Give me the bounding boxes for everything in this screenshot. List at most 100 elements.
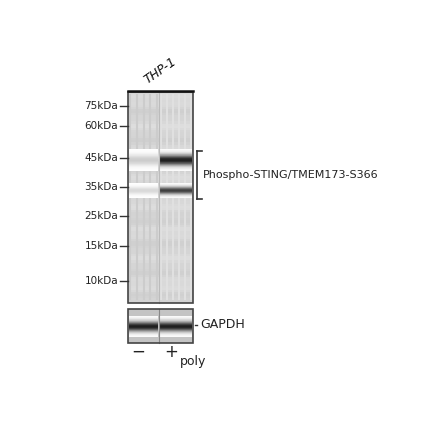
Bar <box>129 334 158 335</box>
Bar <box>128 94 193 97</box>
Bar <box>129 330 158 331</box>
Bar <box>128 145 193 147</box>
Bar <box>128 142 193 145</box>
Bar <box>128 180 193 183</box>
Bar <box>128 170 193 172</box>
Bar <box>160 161 192 162</box>
Bar <box>128 290 193 292</box>
Bar <box>128 298 193 301</box>
Text: −: − <box>132 343 146 361</box>
Bar <box>128 111 193 113</box>
Bar <box>129 334 158 335</box>
Bar <box>160 151 192 152</box>
Bar <box>129 157 158 158</box>
Bar <box>160 316 192 317</box>
Bar <box>128 309 193 343</box>
Bar <box>129 326 158 327</box>
Bar <box>128 260 193 263</box>
Bar <box>129 156 158 157</box>
Bar <box>128 206 193 208</box>
Bar <box>160 164 192 165</box>
Bar <box>128 136 193 138</box>
Bar <box>160 150 192 151</box>
Bar <box>128 96 193 99</box>
Bar <box>128 294 193 296</box>
Bar <box>128 262 193 265</box>
Bar <box>128 134 193 137</box>
Bar <box>129 324 158 325</box>
Bar <box>128 178 193 181</box>
Bar <box>160 169 192 170</box>
Bar <box>128 252 193 254</box>
Bar <box>129 328 158 329</box>
Bar <box>129 324 158 325</box>
Bar <box>160 157 192 158</box>
Bar <box>160 335 192 336</box>
Bar <box>128 123 193 126</box>
Bar <box>129 335 158 336</box>
Bar <box>129 162 158 163</box>
Bar <box>160 160 192 161</box>
Bar <box>129 322 158 323</box>
Bar <box>160 322 192 323</box>
Bar <box>160 326 192 327</box>
Bar <box>128 147 193 149</box>
Bar <box>128 267 193 269</box>
Bar <box>129 159 158 160</box>
Bar <box>160 158 192 159</box>
Bar <box>129 153 158 154</box>
Bar <box>160 158 192 159</box>
Bar <box>160 333 192 334</box>
Bar <box>128 126 193 128</box>
Bar <box>128 256 193 258</box>
Bar <box>128 250 193 252</box>
Text: 10kDa: 10kDa <box>84 276 118 286</box>
Bar <box>160 168 192 169</box>
Bar <box>128 107 193 109</box>
Text: THP-1: THP-1 <box>142 56 180 87</box>
Bar <box>129 166 158 167</box>
Bar <box>128 164 193 166</box>
Bar <box>128 101 193 103</box>
Bar <box>129 162 158 163</box>
Bar <box>160 332 192 333</box>
Bar <box>160 164 192 165</box>
Bar <box>160 159 192 160</box>
Text: 45kDa: 45kDa <box>84 153 118 163</box>
Bar <box>128 284 193 286</box>
Bar <box>128 172 193 175</box>
Bar <box>128 185 193 187</box>
Bar <box>129 156 158 157</box>
Bar <box>160 324 192 325</box>
Bar <box>160 150 192 151</box>
Bar <box>128 281 193 284</box>
Bar <box>129 316 158 317</box>
Bar <box>160 166 192 167</box>
Bar <box>129 319 158 320</box>
Text: 15kDa: 15kDa <box>84 241 118 251</box>
Bar <box>129 161 158 162</box>
Bar <box>128 183 193 185</box>
Bar <box>129 164 158 165</box>
Bar <box>128 159 193 162</box>
Bar <box>129 165 158 166</box>
Bar <box>128 292 193 295</box>
Bar <box>160 319 192 320</box>
Bar <box>129 332 158 333</box>
Bar <box>160 160 192 161</box>
Bar <box>128 208 193 210</box>
Bar <box>128 161 193 164</box>
Bar <box>128 197 193 200</box>
Text: 60kDa: 60kDa <box>84 121 118 131</box>
Bar <box>129 319 158 320</box>
Bar <box>129 154 158 155</box>
Bar <box>128 121 193 124</box>
Bar <box>128 254 193 257</box>
Bar <box>160 325 192 326</box>
Bar <box>128 120 193 122</box>
Bar <box>128 229 193 231</box>
Bar <box>129 168 158 169</box>
Bar <box>160 322 192 323</box>
Bar <box>128 155 193 157</box>
Bar <box>160 320 192 321</box>
